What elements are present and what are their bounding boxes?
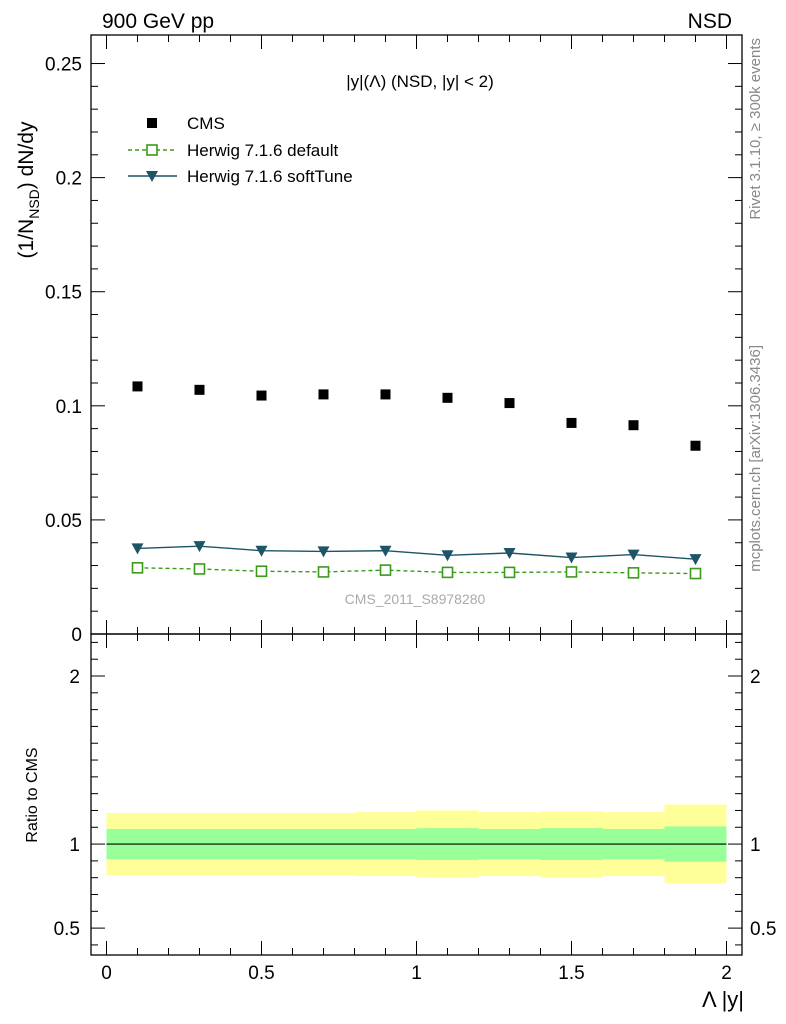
mcplots-label: mcplots.cern.ch [arXiv:1306.3436] xyxy=(747,345,764,572)
ratio-y-axis-title: Ratio to CMS xyxy=(24,747,41,842)
data-point xyxy=(255,565,268,578)
data-point xyxy=(627,567,640,579)
data-point xyxy=(131,543,144,555)
main-panel: 0 0.05 0.1 0.15 0.2 0.25 |y|(Λ) (NSD, |y| < 2)… xyxy=(45,34,743,646)
data-point xyxy=(503,547,516,559)
main-y-axis-title: (1/NNSD) dN/dy xyxy=(15,121,42,258)
y-tick-label: 0 xyxy=(71,625,82,646)
data-point xyxy=(379,545,392,557)
x-tick-label: 2 xyxy=(721,963,732,984)
ratio-y-tick-label-right: 2 xyxy=(750,667,761,688)
data-point xyxy=(565,566,578,578)
x-tick-label: 1 xyxy=(411,963,422,984)
legend-marker xyxy=(146,144,158,156)
data-point xyxy=(565,552,578,564)
header-energy-label: 900 GeV pp xyxy=(102,10,214,33)
x-tick-label: 1.5 xyxy=(558,963,584,984)
data-point xyxy=(132,381,143,392)
data-point xyxy=(317,566,330,578)
data-point xyxy=(690,440,701,451)
data-point xyxy=(503,566,516,579)
data-point xyxy=(628,420,639,431)
legend-marker xyxy=(146,171,158,182)
series-1 xyxy=(131,562,702,580)
data-point xyxy=(689,567,702,580)
data-point xyxy=(380,389,391,400)
legend-entry: CMS xyxy=(147,114,225,133)
series-line xyxy=(137,545,696,560)
legend-label: CMS xyxy=(187,114,225,133)
data-point xyxy=(131,562,144,574)
plot-title: |y|(Λ) (NSD, |y| < 2) xyxy=(346,72,494,91)
data-point xyxy=(689,554,702,566)
data-point xyxy=(194,384,205,395)
data-point xyxy=(442,392,453,403)
y-tick-label: 0.15 xyxy=(45,283,82,304)
data-point xyxy=(193,541,206,553)
series-2 xyxy=(131,541,702,566)
legend-entry: Herwig 7.1.6 default xyxy=(128,141,338,160)
series-line xyxy=(137,567,696,575)
legend-entry: Herwig 7.1.6 softTune xyxy=(128,167,353,186)
data-point xyxy=(193,563,206,575)
ratio-panel: 0 0.5 1 1.5 2 0.5 0.5 1 1 2 2 xyxy=(54,633,776,984)
data-point xyxy=(317,546,330,558)
svg-text:(1/NNSD) dN/dy: (1/NNSD) dN/dy xyxy=(15,121,42,258)
data-point xyxy=(441,566,454,579)
x-tick-label: 0 xyxy=(101,963,112,984)
ratio-y-tick-label: 1 xyxy=(69,835,80,856)
header-process-label: NSD xyxy=(688,10,732,33)
ratio-y-tick-label: 2 xyxy=(69,667,80,688)
data-point xyxy=(566,417,577,428)
rivet-version-label: Rivet 3.1.10, ≥ 300k events xyxy=(747,38,764,220)
legend-label: Herwig 7.1.6 softTune xyxy=(187,167,353,186)
ratio-y-tick-label-right: 0.5 xyxy=(750,919,776,940)
x-axis-title: Λ |y| xyxy=(702,987,744,1012)
x-tick-label: 0.5 xyxy=(248,963,274,984)
data-point xyxy=(256,390,267,401)
y-tick-label: 0.25 xyxy=(45,55,82,76)
y-tick-label: 0.1 xyxy=(56,397,82,418)
data-point xyxy=(318,389,329,400)
ratio-frame xyxy=(90,633,743,956)
ratio-y-tick-label: 0.5 xyxy=(54,919,80,940)
data-point xyxy=(504,398,515,409)
data-point xyxy=(379,564,392,576)
analysis-watermark: CMS_2011_S8978280 xyxy=(345,591,486,607)
data-point xyxy=(627,549,640,561)
y-tick-label: 0.05 xyxy=(45,511,82,532)
series-0 xyxy=(132,381,701,451)
legend-marker xyxy=(147,118,157,128)
y-tick-label: 0.2 xyxy=(56,169,82,190)
ratio-y-tick-label-right: 1 xyxy=(750,835,761,856)
data-point xyxy=(441,550,454,562)
legend-label: Herwig 7.1.6 default xyxy=(187,141,338,160)
data-point xyxy=(255,545,268,557)
